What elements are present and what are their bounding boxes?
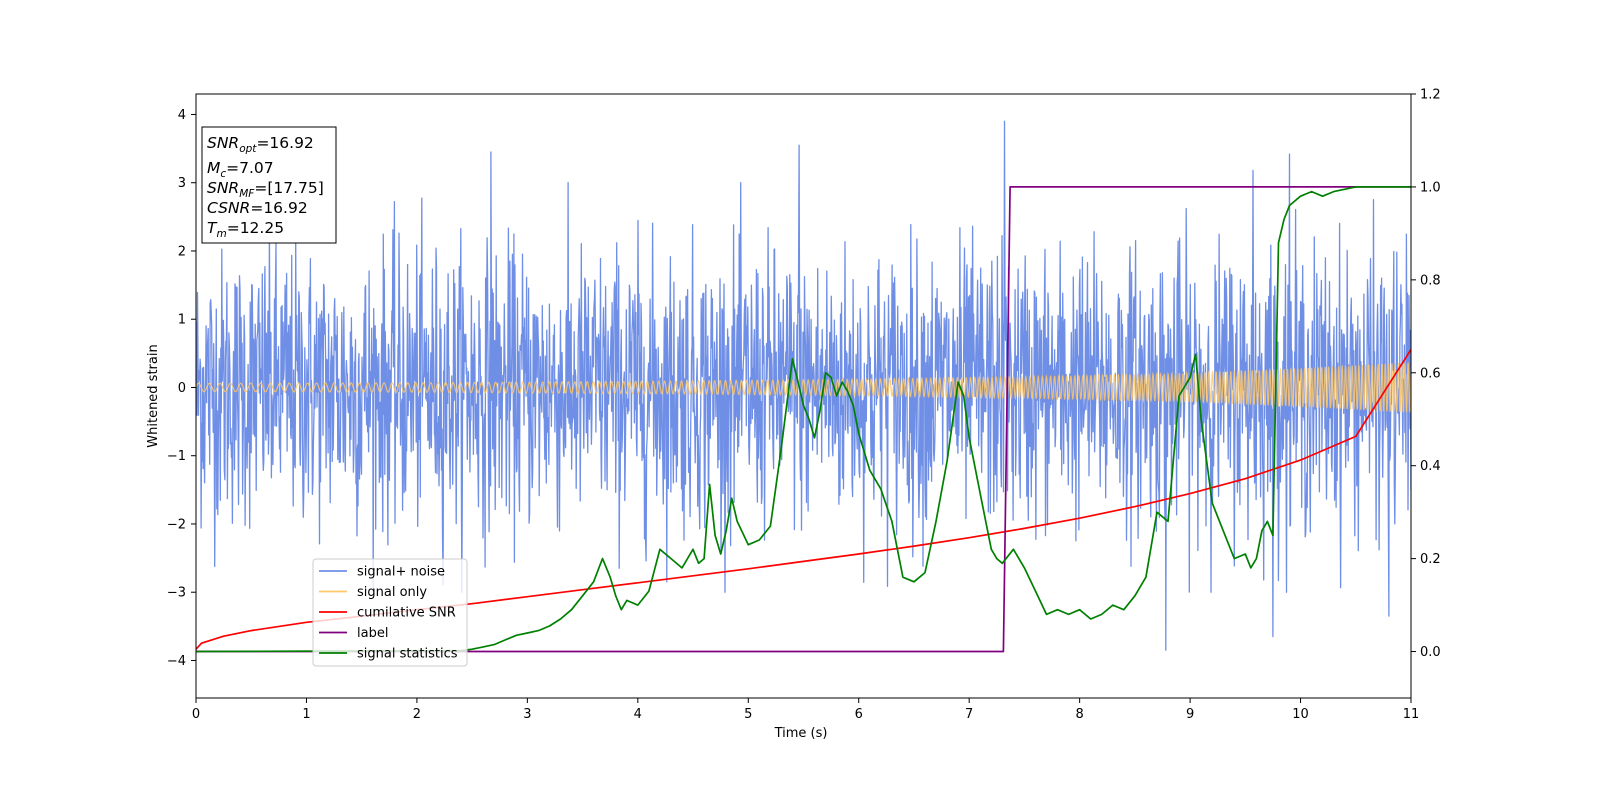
- y-tick-label: 4: [178, 108, 186, 123]
- x-tick-label: 0: [192, 707, 200, 722]
- y-tick-label: 0: [178, 381, 186, 396]
- legend-item-label: signal statistics: [357, 647, 458, 662]
- legend-item-label: signal+ noise: [357, 565, 445, 580]
- legend-item-label: label: [357, 626, 388, 641]
- x-tick-label: 1: [302, 707, 310, 722]
- series-signal-only: [196, 362, 1411, 413]
- annotation-line: Tm=12.25: [207, 219, 284, 240]
- annotation-line: CSNR=16.92: [207, 199, 308, 217]
- x-tick-label: 10: [1292, 707, 1309, 722]
- series-layer: [196, 120, 1411, 653]
- x-tick-label: 11: [1403, 707, 1420, 722]
- annotation-box: SNRopt=16.92 Mc=7.07SNRMF=[17.75]CSNR=16.…: [201, 126, 337, 244]
- y-tick-label: −3: [167, 586, 186, 601]
- y2-tick-label: 0.2: [1420, 552, 1441, 567]
- y-tick-label: −2: [167, 517, 186, 532]
- x-tick-label: 4: [634, 707, 642, 722]
- annotation-line: SNRopt=16.92: [207, 134, 314, 155]
- x-tick-label: 3: [523, 707, 531, 722]
- series-signal-noise: [196, 120, 1411, 651]
- series-label: [196, 186, 1411, 653]
- x-tick-label: 6: [855, 707, 863, 722]
- legend-frame: [312, 558, 468, 667]
- plot-frame: [195, 93, 1412, 699]
- y-axis-label: Whitened strain: [146, 344, 161, 447]
- series-signal-statistics: [196, 186, 1411, 653]
- legend-item-label: signal only: [357, 585, 427, 600]
- annotation-line: SNRMF=[17.75]: [207, 179, 324, 200]
- legend-item-label: cumilative SNR: [357, 606, 456, 621]
- x-tick-label: 2: [413, 707, 421, 722]
- y2-tick-label: 1.0: [1420, 180, 1441, 195]
- y-tick-label: 3: [178, 176, 186, 191]
- annotation-line: Mc=7.07: [207, 159, 274, 180]
- y-axis-left: −4 −3 −2 −1 0 1 2 3 4: [167, 108, 196, 669]
- legend: signal+ noise signal only cumilative SNR la…: [312, 558, 468, 667]
- x-axis-label: Time (s): [774, 726, 828, 741]
- series-cumulative-snr: [196, 349, 1411, 650]
- x-axis: 0 1 2 3 4 5 6 7 8 9 10 11: [192, 698, 1419, 722]
- annotation-frame: [201, 126, 337, 244]
- y2-tick-label: 1.2: [1420, 88, 1441, 103]
- y2-tick-label: 0.0: [1420, 645, 1441, 660]
- x-tick-label: 7: [965, 707, 973, 722]
- y-tick-label: −1: [167, 449, 186, 464]
- x-tick-label: 8: [1075, 707, 1083, 722]
- y-axis-right: 0.0 0.2 0.4 0.6 0.8 1.0 1.2: [1411, 88, 1441, 660]
- y-tick-label: 2: [178, 244, 186, 259]
- x-tick-label: 5: [744, 707, 752, 722]
- y2-tick-label: 0.4: [1420, 459, 1441, 474]
- y2-tick-label: 0.8: [1420, 273, 1441, 288]
- y-tick-label: −4: [167, 654, 186, 669]
- y-tick-label: 1: [178, 313, 186, 328]
- x-tick-label: 9: [1186, 707, 1194, 722]
- y2-tick-label: 0.6: [1420, 366, 1441, 381]
